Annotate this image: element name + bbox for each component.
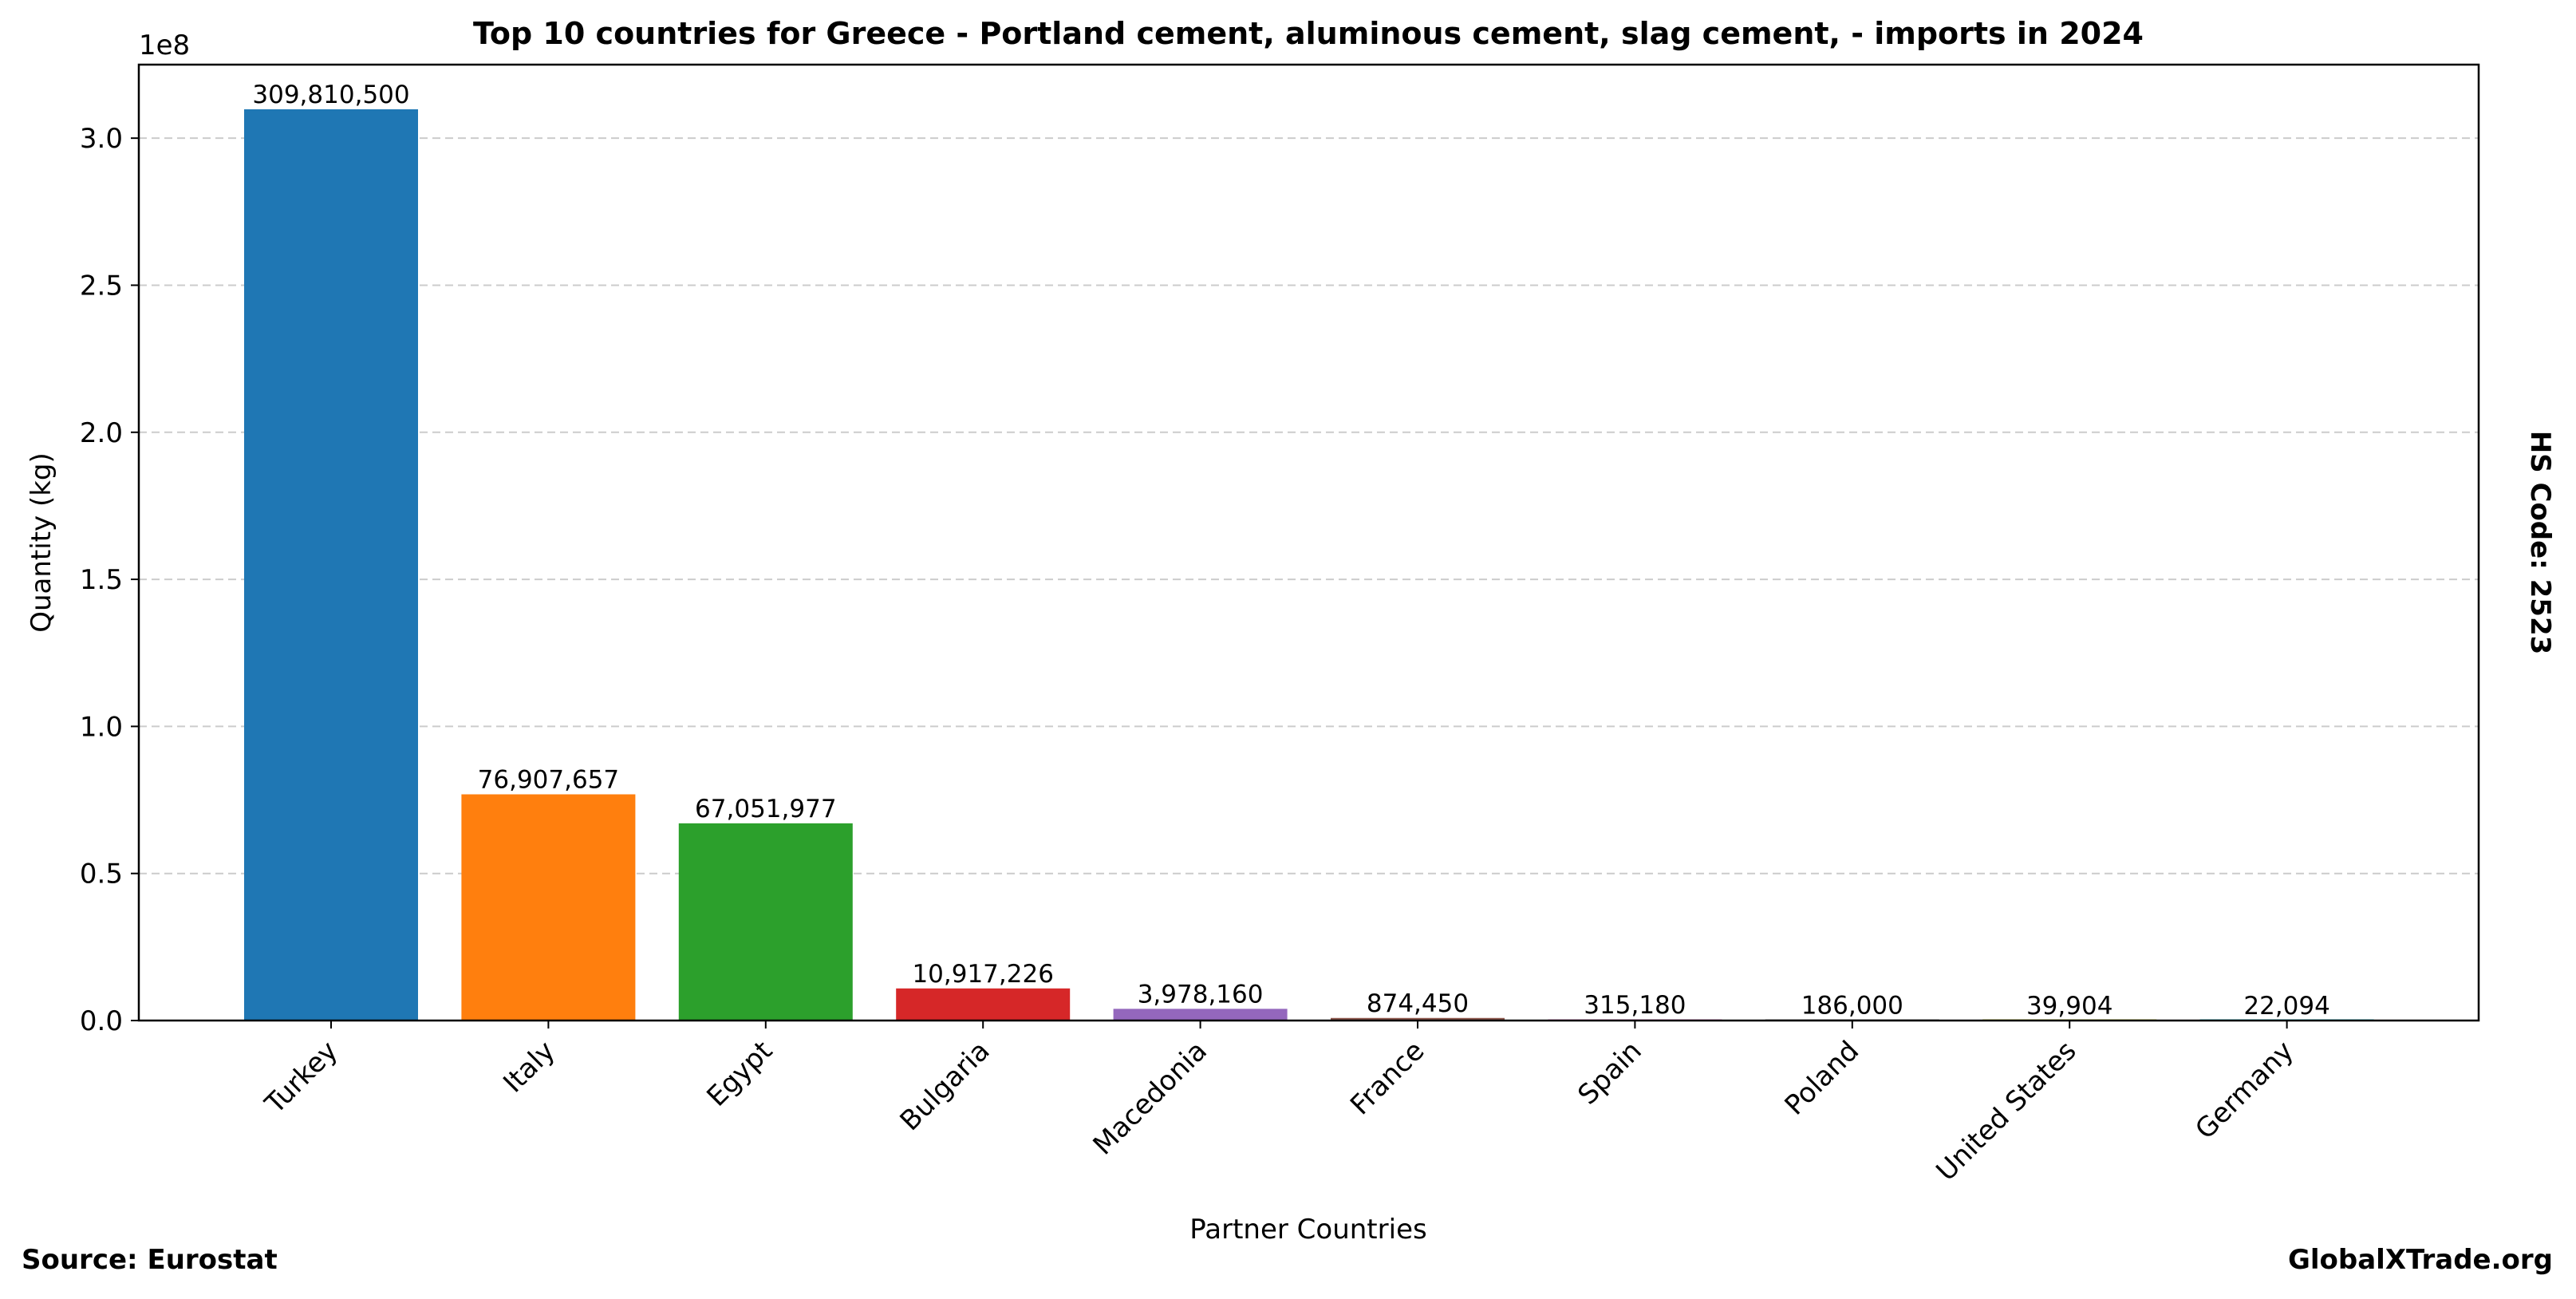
bar-turkey [244, 109, 418, 1021]
x-tick-label: Turkey [258, 1035, 344, 1120]
x-axis-label: Partner Countries [1189, 1214, 1426, 1246]
y-tick-label: 2.5 [80, 270, 123, 302]
bar-france [1331, 1017, 1505, 1021]
bar-bulgaria [896, 988, 1071, 1021]
bars [244, 109, 2374, 1021]
bar-value-label: 315,180 [1584, 991, 1686, 1020]
y-axis-offset-label: 1e8 [139, 30, 190, 61]
bar-value-label: 874,450 [1367, 989, 1469, 1018]
x-axis: Turkey Italy Egypt Bulgaria Macedonia France S… [258, 1021, 2300, 1187]
x-tick-label: Spain [1572, 1035, 1647, 1111]
hs-code-label: HS Code: 2523 [2524, 431, 2556, 655]
x-tick-label: Macedonia [1087, 1035, 1213, 1161]
bar-value-label: 67,051,977 [695, 795, 837, 823]
bar-italy [461, 794, 636, 1021]
x-tick-label: Egypt [701, 1035, 779, 1113]
bar-value-label: 39,904 [2026, 992, 2112, 1021]
bar-value-label: 76,907,657 [478, 766, 620, 795]
brand-label: GlobalXTrade.org [2288, 1244, 2553, 1276]
x-tick-label: France [1344, 1035, 1430, 1121]
y-tick-label: 1.0 [80, 711, 123, 743]
bar-value-label: 22,094 [2243, 992, 2329, 1021]
bar-value-label: 10,917,226 [912, 960, 1054, 989]
x-tick-label: Bulgaria [894, 1035, 996, 1137]
bar-value-label: 3,978,160 [1138, 980, 1264, 1009]
y-tick-label: 2.0 [80, 417, 123, 449]
bar-egypt [678, 823, 853, 1021]
y-tick-label: 1.5 [80, 564, 123, 596]
chart-title: Top 10 countries for Greece - Portland c… [473, 16, 2144, 51]
plot-frame [137, 63, 2480, 1022]
x-tick-label: United States [1930, 1035, 2082, 1187]
y-tick-label: 0.0 [80, 1005, 123, 1037]
y-tick-label: 3.0 [80, 123, 123, 155]
bar-macedonia [1113, 1009, 1288, 1021]
x-tick-label: Italy [497, 1035, 561, 1099]
y-axis-label: Quantity (kg) [26, 452, 57, 633]
x-tick-label: Germany [2189, 1035, 2300, 1146]
source-label: Source: Eurostat [22, 1244, 278, 1276]
grid-lines [139, 137, 2479, 875]
y-axis: 0.0 0.5 1.0 1.5 2.0 2.5 3.0 [80, 123, 139, 1037]
y-tick-label: 0.5 [80, 859, 123, 890]
bar-value-label: 186,000 [1801, 991, 1903, 1020]
x-tick-label: Poland [1779, 1035, 1866, 1122]
bar-value-labels: 309,810,500 76,907,657 67,051,977 10,917,22… [252, 81, 2329, 1021]
bar-value-label: 309,810,500 [252, 81, 409, 109]
